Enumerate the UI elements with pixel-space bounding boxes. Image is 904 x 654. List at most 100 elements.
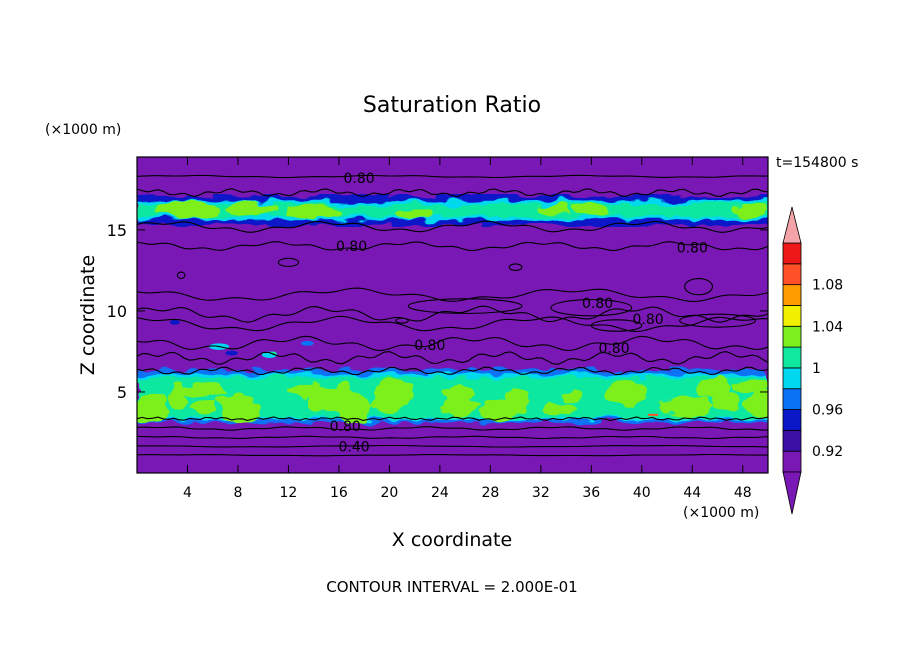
colorbar-box xyxy=(782,429,802,452)
x-tick-label: 12 xyxy=(280,485,298,501)
contour-loop xyxy=(395,317,409,324)
upper-saturated-patch xyxy=(285,205,342,219)
upper-saturated-patch xyxy=(572,204,611,217)
lower-saturated-patch xyxy=(671,395,711,416)
contour-loop xyxy=(407,298,523,314)
x-tick-label: 48 xyxy=(734,485,752,501)
upper-saturated-patch xyxy=(396,208,433,220)
upper-saturated-patch xyxy=(538,203,569,214)
colorbar-box xyxy=(782,305,802,327)
contour-label: 0.80 xyxy=(677,241,708,257)
colorbar-tick-label: 1.04 xyxy=(812,319,843,335)
lower-saturated-patch xyxy=(745,390,768,417)
lower-saturated-patch xyxy=(564,389,583,404)
y-tick-label: 10 xyxy=(107,302,127,321)
contour-label: 0.80 xyxy=(582,296,613,312)
contour-line xyxy=(137,453,768,457)
x-tick-label: 44 xyxy=(683,485,701,501)
colorbar-tick-label: 1 xyxy=(812,361,821,377)
colorbar-box xyxy=(782,409,802,431)
lower-saturated-patch xyxy=(182,384,224,396)
colorbar-box xyxy=(782,388,802,410)
colorbar-box xyxy=(782,346,802,369)
contour-line xyxy=(137,287,768,303)
contour-line xyxy=(137,241,768,252)
upper-moist-layer xyxy=(137,195,768,226)
lower-saturated-patch xyxy=(710,392,742,413)
x-tick-label: 4 xyxy=(183,485,192,501)
x-axis: 4 8 12 16 20 24 28 32 36 40 44 48 xyxy=(183,157,752,501)
contour-line xyxy=(137,366,768,376)
plot-area: 0.800.80 0.800.800.800.80 0.800.800.40 xyxy=(136,156,769,474)
contour-lines xyxy=(137,174,768,457)
lower-saturated-patch xyxy=(222,398,263,424)
x-tick-label: 20 xyxy=(380,485,398,501)
contour-loop xyxy=(550,299,633,317)
contour-label: 0.80 xyxy=(633,312,664,328)
colorbar-box xyxy=(782,263,802,286)
supersaturated-spot xyxy=(648,413,659,416)
plot-frame xyxy=(136,156,769,474)
x-tick-label: 36 xyxy=(582,485,600,501)
contour-line xyxy=(137,435,768,440)
colorbar-tick-label: 0.92 xyxy=(812,444,843,460)
lower-saturated-patch xyxy=(442,385,476,401)
y-axis-label: Z coordinate xyxy=(77,255,99,375)
contour-line xyxy=(137,315,768,333)
contour-line xyxy=(137,174,768,179)
colorbar-under-arrow xyxy=(782,471,802,515)
contour-line xyxy=(137,220,768,233)
colorbar-box xyxy=(782,242,802,265)
x-tick-label: 32 xyxy=(532,485,550,501)
contour-label: 0.80 xyxy=(598,341,629,357)
lower-saturated-patch xyxy=(373,378,414,411)
contour-loop xyxy=(679,313,756,328)
colorbar-box xyxy=(782,284,802,306)
contour-label: 0.80 xyxy=(344,171,375,187)
isolated-moist-patch xyxy=(169,319,180,325)
x-tick-label: 16 xyxy=(330,485,348,501)
lower-saturated-patch xyxy=(619,379,642,406)
time-label: t=154800 s xyxy=(776,155,858,171)
lower-saturated-patch xyxy=(543,403,577,415)
y-tick-label: 15 xyxy=(107,221,127,240)
lower-saturated-patch xyxy=(730,381,768,393)
isolated-moist-patch xyxy=(225,350,238,356)
upper-saturated-patch xyxy=(225,201,276,217)
x-tick-label: 28 xyxy=(481,485,499,501)
contour-line xyxy=(137,335,768,352)
upper-saturated-patch xyxy=(731,204,767,217)
contour-loop xyxy=(590,319,643,332)
colorbar-box xyxy=(782,325,802,348)
isolated-moist-patch xyxy=(301,340,314,346)
contour-loop xyxy=(684,277,714,296)
x-axis-label: X coordinate xyxy=(392,529,512,551)
colorbar: 0.92 0.96 1 1.04 1.08 xyxy=(782,206,843,515)
contour-labels: 0.800.80 0.800.800.800.80 0.800.800.40 xyxy=(330,171,708,455)
x-unit-label: (×1000 m) xyxy=(683,505,759,521)
y-axis: 5 10 15 xyxy=(107,221,768,402)
shaded-fields xyxy=(137,195,768,424)
contour-line xyxy=(137,351,768,365)
colorbar-tick-label: 1.08 xyxy=(812,278,843,294)
lower-saturated-patch xyxy=(170,384,187,410)
x-tick-label: 8 xyxy=(233,485,242,501)
colorbar-box xyxy=(782,450,802,473)
lower-saturated-patch xyxy=(308,380,320,401)
colorbar-box xyxy=(782,367,802,390)
lower-saturated-patch xyxy=(138,389,170,411)
contour-label: 0.80 xyxy=(330,419,361,435)
contour-loop xyxy=(508,263,523,271)
x-tick-label: 24 xyxy=(431,485,449,501)
chart-title: Saturation Ratio xyxy=(363,93,541,118)
contour-line xyxy=(137,444,768,448)
colorbar-tick-label: 0.96 xyxy=(812,403,843,419)
contour-label: 0.80 xyxy=(336,239,367,255)
lower-saturated-patch xyxy=(189,401,218,414)
contour-label: 0.80 xyxy=(414,338,445,354)
lower-saturated-patch xyxy=(703,382,726,395)
contour-loop xyxy=(277,257,300,267)
contour-loop xyxy=(176,271,186,280)
contour-line xyxy=(137,426,768,431)
contour-line xyxy=(137,416,768,422)
